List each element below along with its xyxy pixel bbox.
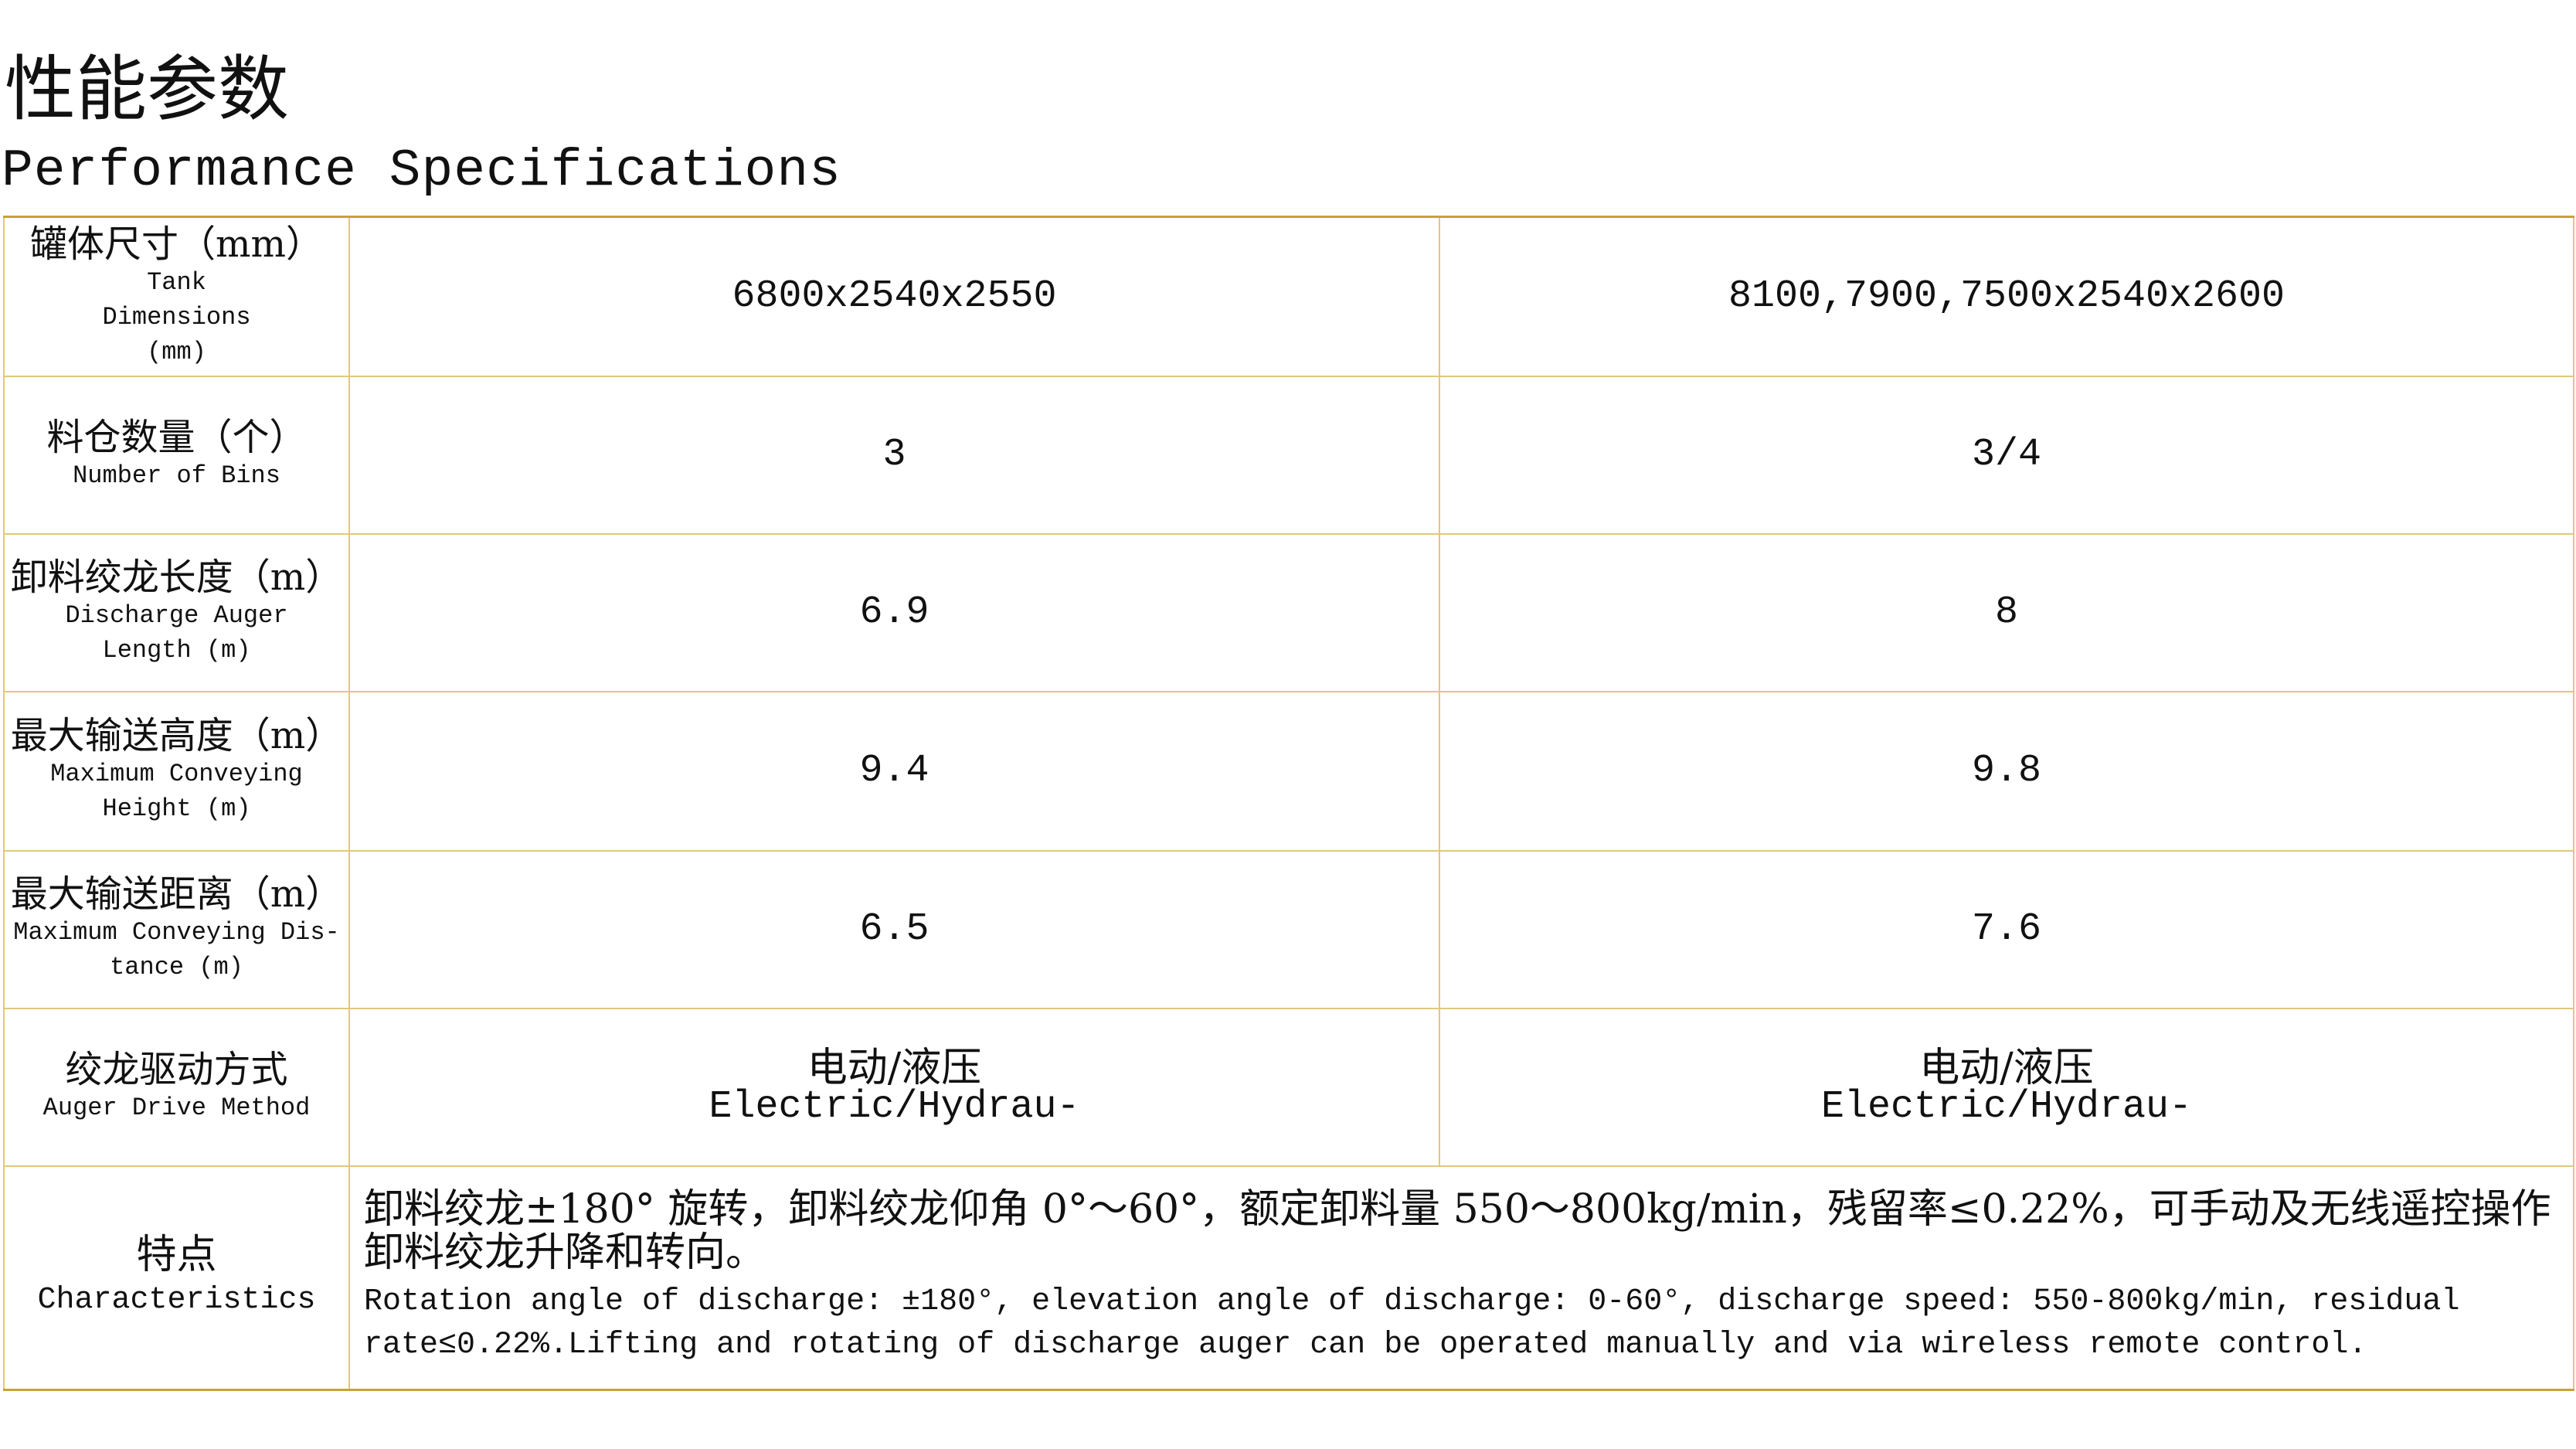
value-cell: 9.4 xyxy=(348,690,1440,852)
row-label: 罐体尺寸（mm） Tank Dimensions (mm) xyxy=(3,216,350,377)
table-row: 罐体尺寸（mm） Tank Dimensions (mm) 6800x2540x2… xyxy=(3,216,2574,377)
value-cell: 3 xyxy=(348,375,1440,535)
value-cell: 电动/液压 Electric/Hydrau- xyxy=(1439,1007,2574,1167)
table-row: 料仓数量（个） Number of Bins 3 3/4 xyxy=(3,375,2574,535)
page-title-cn: 性能参数 xyxy=(5,48,290,131)
value-cell: 8 xyxy=(1439,532,2574,692)
row-label: 卸料绞龙长度（m） Discharge Auger Length (m) xyxy=(3,532,350,692)
page-title-en: Performance Specifications xyxy=(2,141,841,201)
label-cn: 最大输送高度（m） xyxy=(10,714,343,758)
label-en: Tank Dimensions (mm) xyxy=(102,268,251,366)
value-cell: 8100,7900,7500x2540x2600 xyxy=(1439,216,2574,377)
row-label: 最大输送距离（m） Maximum Conveying Dis-tance (m) xyxy=(3,849,350,1009)
value-en: Electric/Hydrau- xyxy=(709,1084,1080,1129)
value-cn: 电动/液压 xyxy=(1919,1044,2094,1091)
label-cn: 卸料绞龙长度（m） xyxy=(10,556,343,600)
label-cn: 最大输送距离（m） xyxy=(10,872,343,917)
value-cell: 电动/液压 Electric/Hydrau- xyxy=(348,1007,1440,1167)
table-row: 卸料绞龙长度（m） Discharge Auger Length (m) 6.9 … xyxy=(3,532,2574,692)
row-label: 绞龙驱动方式 Auger Drive Method xyxy=(3,1007,350,1167)
spec-table: 罐体尺寸（mm） Tank Dimensions (mm) 6800x2540x2… xyxy=(3,216,2574,1391)
value-cell: 3/4 xyxy=(1439,375,2574,535)
value-cell: 9.8 xyxy=(1439,690,2574,852)
characteristics-cn: 卸料绞龙±180° 旋转，卸料绞龙仰角 0°～60°，额定卸料量 550～800… xyxy=(364,1186,2551,1277)
value-en: Electric/Hydrau- xyxy=(1820,1084,2193,1129)
table-row: 最大输送高度（m） Maximum Conveying Height (m) 9.… xyxy=(3,690,2574,852)
value-cn: 电动/液压 xyxy=(807,1044,982,1091)
table-row-characteristics: 特点 Characteristics 卸料绞龙±180° 旋转，卸料绞龙仰角 0°… xyxy=(3,1165,2574,1391)
table-row: 最大输送距离（m） Maximum Conveying Dis-tance (m)… xyxy=(3,849,2574,1009)
label-en: Discharge Auger Length (m) xyxy=(65,601,288,665)
label-cn: 绞龙驱动方式 xyxy=(65,1047,288,1091)
label-cn: 特点 xyxy=(136,1232,217,1279)
value-cell: 6.5 xyxy=(348,849,1440,1009)
label-en: Maximum Conveying Height (m) xyxy=(50,760,303,824)
characteristics-en: Rotation angle of discharge: ±180°, elev… xyxy=(364,1284,2460,1363)
value-cell: 6.9 xyxy=(348,532,1440,692)
label-en: Number of Bins xyxy=(73,461,280,490)
value-cell: 7.6 xyxy=(1439,849,2574,1009)
row-label: 特点 Characteristics xyxy=(3,1165,350,1391)
label-cn: 料仓数量（个） xyxy=(46,415,307,459)
label-en: Characteristics xyxy=(37,1283,316,1318)
table-row: 绞龙驱动方式 Auger Drive Method 电动/液压 Electric/H… xyxy=(3,1007,2574,1167)
label-cn: 罐体尺寸（mm） xyxy=(29,222,324,266)
row-label: 料仓数量（个） Number of Bins xyxy=(3,375,350,535)
value-cell: 6800x2540x2550 xyxy=(348,216,1440,377)
row-label: 最大输送高度（m） Maximum Conveying Height (m) xyxy=(3,690,350,852)
label-en: Maximum Conveying Dis-tance (m) xyxy=(13,918,340,982)
label-en: Auger Drive Method xyxy=(42,1093,311,1122)
characteristics-cell: 卸料绞龙±180° 旋转，卸料绞龙仰角 0°～60°，额定卸料量 550～800… xyxy=(348,1165,2574,1391)
